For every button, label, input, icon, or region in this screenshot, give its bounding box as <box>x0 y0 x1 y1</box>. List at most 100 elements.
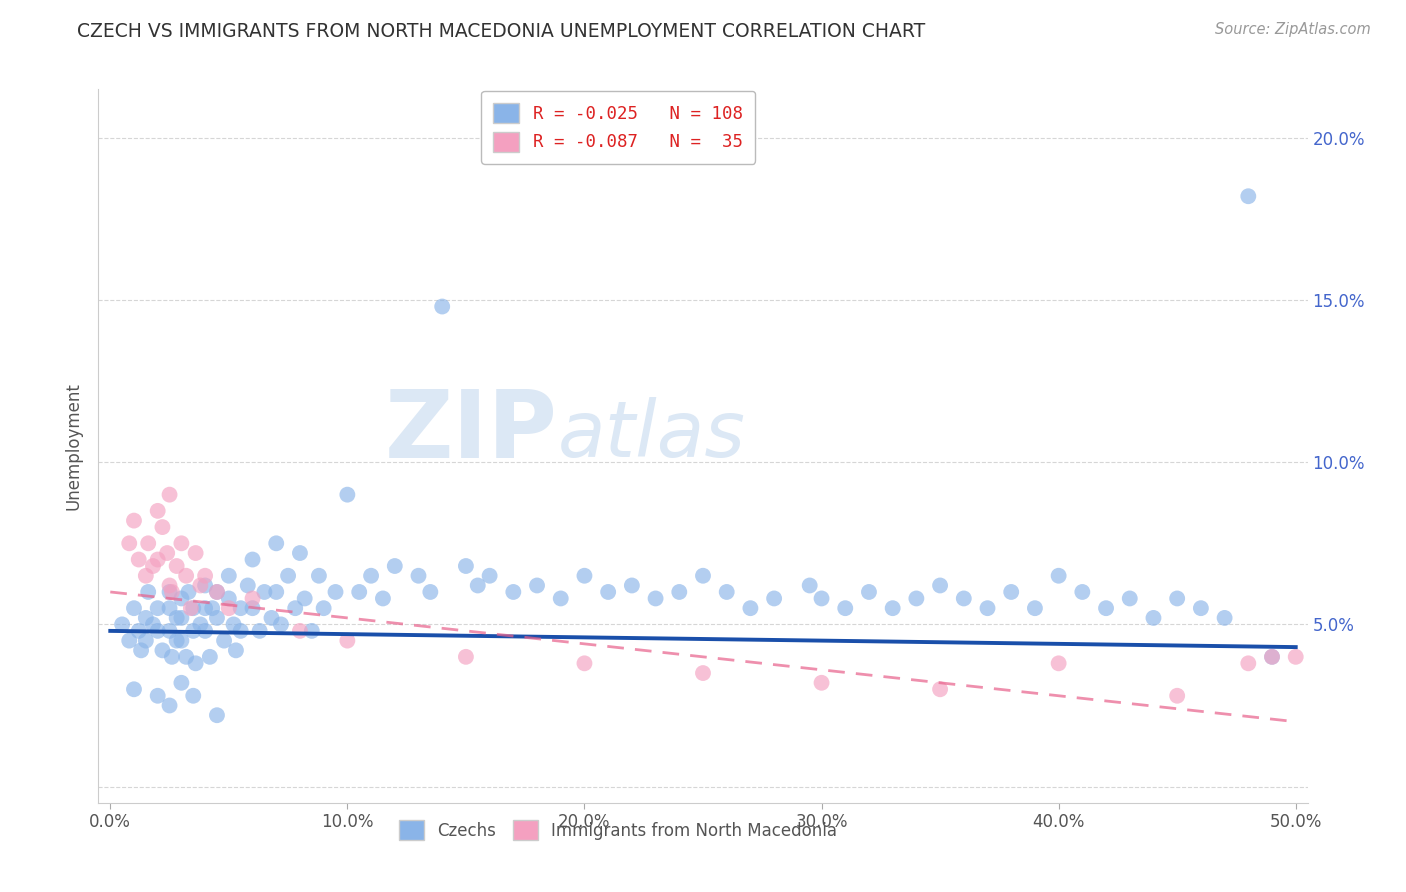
Point <box>1237 657 1260 671</box>
Point <box>136 585 159 599</box>
Point <box>1095 601 1118 615</box>
Point <box>1119 591 1142 606</box>
Point <box>644 591 666 606</box>
Y-axis label: Unemployment: Unemployment <box>65 382 83 510</box>
Point <box>467 578 489 592</box>
Point <box>236 578 259 592</box>
Point <box>194 568 217 582</box>
Point <box>128 624 150 638</box>
Point <box>159 585 181 599</box>
Point <box>194 601 217 615</box>
Point <box>294 591 316 606</box>
Point <box>135 568 157 582</box>
Point <box>308 568 330 582</box>
Point <box>181 689 204 703</box>
Point <box>174 649 197 664</box>
Point <box>1047 657 1070 671</box>
Point <box>111 617 134 632</box>
Point <box>408 568 430 582</box>
Point <box>122 601 145 615</box>
Point <box>740 601 762 615</box>
Point <box>135 633 157 648</box>
Legend: Czechs, Immigrants from North Macedonia: Czechs, Immigrants from North Macedonia <box>391 812 846 848</box>
Point <box>668 585 690 599</box>
Point <box>146 601 169 615</box>
Point <box>160 649 183 664</box>
Point <box>177 585 200 599</box>
Point <box>229 601 252 615</box>
Point <box>1189 601 1212 615</box>
Point <box>1285 649 1308 664</box>
Point <box>242 591 264 606</box>
Point <box>229 624 252 638</box>
Point <box>218 568 240 582</box>
Point <box>277 568 299 582</box>
Point <box>190 617 212 632</box>
Point <box>146 552 169 566</box>
Point <box>170 675 193 690</box>
Point <box>205 708 228 723</box>
Point <box>574 568 596 582</box>
Point <box>222 617 245 632</box>
Point <box>574 657 596 671</box>
Point <box>692 666 714 681</box>
Point <box>136 536 159 550</box>
Point <box>1047 568 1070 582</box>
Point <box>419 585 441 599</box>
Point <box>526 578 548 592</box>
Point <box>502 585 524 599</box>
Point <box>129 643 152 657</box>
Point <box>432 300 454 314</box>
Point <box>598 585 620 599</box>
Point <box>1024 601 1046 615</box>
Point <box>360 568 382 582</box>
Point <box>253 585 276 599</box>
Point <box>218 591 240 606</box>
Point <box>146 504 169 518</box>
Point <box>882 601 904 615</box>
Point <box>249 624 271 638</box>
Point <box>976 601 998 615</box>
Point <box>1261 649 1284 664</box>
Point <box>264 585 287 599</box>
Point <box>834 601 856 615</box>
Point <box>212 633 235 648</box>
Text: CZECH VS IMMIGRANTS FROM NORTH MACEDONIA UNEMPLOYMENT CORRELATION CHART: CZECH VS IMMIGRANTS FROM NORTH MACEDONIA… <box>77 22 925 41</box>
Point <box>142 617 165 632</box>
Point <box>152 643 174 657</box>
Point <box>118 633 141 648</box>
Point <box>184 657 207 671</box>
Point <box>1166 591 1188 606</box>
Point <box>174 568 197 582</box>
Point <box>692 568 714 582</box>
Point <box>312 601 335 615</box>
Point <box>1142 611 1164 625</box>
Point <box>454 649 477 664</box>
Point <box>122 682 145 697</box>
Point <box>384 559 406 574</box>
Point <box>170 633 193 648</box>
Point <box>810 675 832 690</box>
Point <box>799 578 821 592</box>
Point <box>135 611 157 625</box>
Point <box>1261 649 1284 664</box>
Point <box>190 578 212 592</box>
Text: Source: ZipAtlas.com: Source: ZipAtlas.com <box>1215 22 1371 37</box>
Point <box>763 591 786 606</box>
Point <box>264 536 287 550</box>
Point <box>166 611 188 625</box>
Point <box>1071 585 1094 599</box>
Point <box>198 649 221 664</box>
Point <box>929 682 952 697</box>
Point <box>218 601 240 615</box>
Point <box>1000 585 1022 599</box>
Point <box>347 585 370 599</box>
Point <box>194 624 217 638</box>
Point <box>242 601 264 615</box>
Point <box>194 578 217 592</box>
Point <box>118 536 141 550</box>
Point <box>201 601 224 615</box>
Point <box>325 585 347 599</box>
Point <box>260 611 283 625</box>
Point <box>160 585 183 599</box>
